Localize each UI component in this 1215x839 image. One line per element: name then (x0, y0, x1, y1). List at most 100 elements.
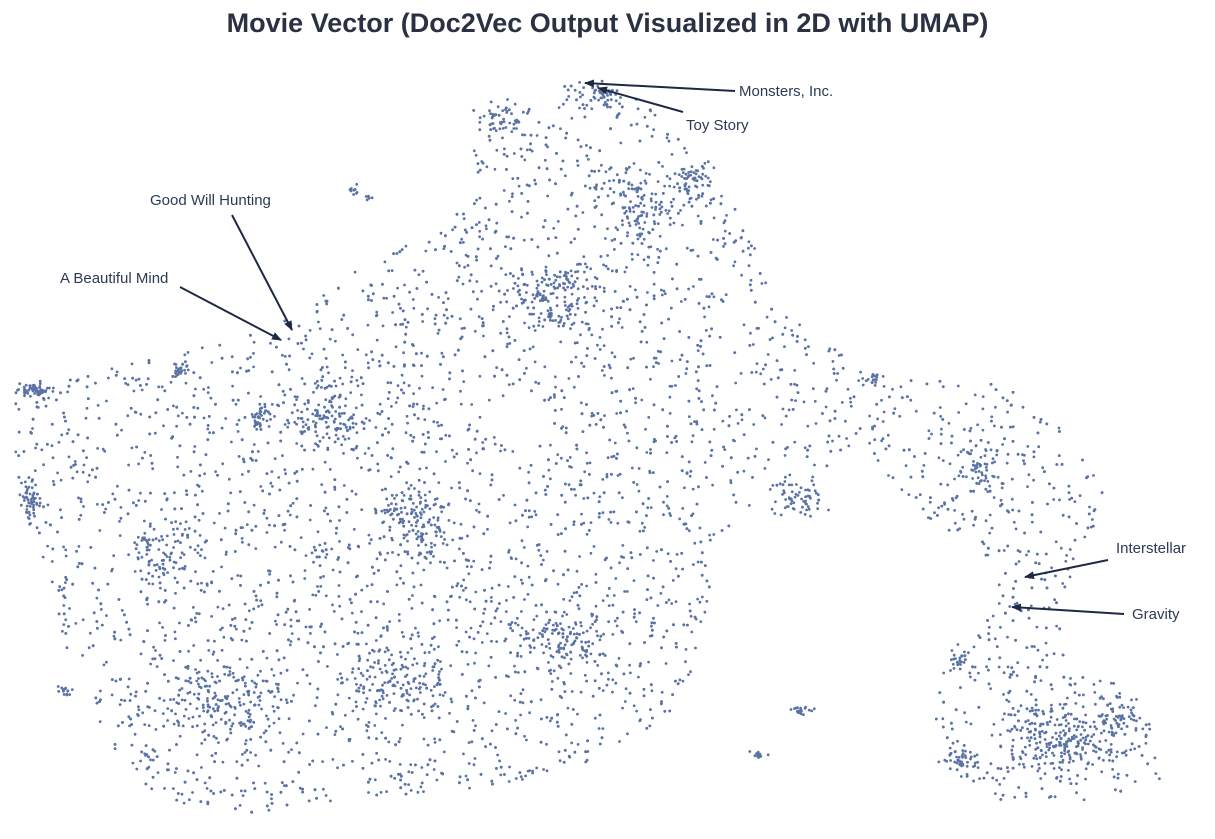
data-point (421, 682, 425, 686)
data-point (873, 438, 877, 442)
data-point (286, 418, 289, 422)
data-point (907, 493, 911, 496)
data-point (646, 588, 649, 591)
data-point (1130, 742, 1134, 746)
data-point (164, 599, 168, 602)
data-point (1008, 675, 1012, 679)
data-point (153, 431, 157, 435)
data-point (527, 509, 531, 513)
data-point (638, 529, 642, 533)
data-point (183, 780, 187, 784)
data-point (1052, 767, 1056, 770)
data-point (361, 753, 365, 756)
data-point (259, 735, 263, 739)
data-point (496, 607, 499, 610)
data-point (956, 384, 960, 388)
data-point (585, 758, 589, 762)
data-point (876, 459, 880, 462)
data-point (732, 493, 736, 497)
data-point (624, 687, 628, 691)
data-point (1054, 540, 1058, 544)
data-point (585, 679, 588, 683)
data-point (263, 402, 267, 406)
data-point (691, 487, 695, 491)
data-point (85, 456, 88, 459)
data-point (278, 731, 282, 735)
data-point (913, 455, 916, 458)
data-point (553, 375, 557, 379)
data-point (107, 376, 110, 380)
data-point (192, 644, 196, 647)
data-point (402, 391, 405, 395)
data-point (196, 406, 200, 410)
data-point (61, 629, 64, 633)
data-point (478, 472, 482, 475)
data-point (478, 679, 481, 682)
data-point (849, 396, 852, 400)
data-point (747, 504, 751, 507)
data-point (1010, 666, 1014, 670)
data-point (470, 403, 474, 406)
data-point (239, 366, 242, 370)
data-point (556, 513, 560, 516)
data-point (173, 630, 177, 634)
data-point (969, 426, 973, 430)
data-point (514, 557, 518, 561)
data-point (310, 551, 314, 555)
data-point (317, 660, 320, 663)
data-point (597, 515, 601, 519)
data-point (990, 415, 994, 419)
data-point (151, 538, 155, 542)
data-point (391, 311, 394, 314)
data-point (86, 436, 89, 440)
data-point (259, 395, 262, 398)
data-point (548, 618, 552, 622)
data-point (495, 767, 498, 770)
data-point (400, 248, 404, 252)
data-point (587, 529, 591, 532)
data-point (687, 287, 690, 291)
data-point (145, 753, 149, 756)
data-point (403, 363, 406, 367)
data-point (212, 521, 216, 525)
data-point (246, 357, 250, 361)
data-point (95, 596, 99, 600)
data-point (144, 689, 148, 693)
data-point (1055, 601, 1058, 605)
data-point (280, 781, 284, 784)
data-point (621, 706, 624, 710)
data-point (687, 673, 690, 676)
data-point (464, 598, 468, 602)
data-point (296, 342, 300, 345)
data-point (729, 481, 733, 485)
data-point (131, 376, 135, 380)
data-point (182, 586, 186, 590)
data-point (382, 296, 386, 300)
data-point (420, 601, 424, 605)
data-point (512, 152, 516, 155)
data-point (923, 452, 927, 455)
data-point (1067, 712, 1070, 716)
data-point (411, 298, 415, 301)
data-point (1045, 653, 1049, 657)
data-point (64, 618, 68, 622)
data-point (510, 195, 514, 199)
data-point (563, 690, 567, 693)
data-point (398, 772, 402, 776)
data-point (52, 480, 55, 483)
data-point (205, 582, 209, 586)
data-point (224, 553, 228, 556)
data-point (270, 797, 273, 801)
data-point (459, 522, 463, 526)
data-point (207, 649, 211, 652)
data-point (675, 262, 679, 266)
data-point (443, 398, 446, 401)
data-point (629, 357, 633, 361)
data-point (220, 356, 224, 360)
data-point (700, 428, 704, 431)
data-point (525, 366, 528, 370)
data-point (972, 779, 975, 783)
data-point (1091, 518, 1094, 521)
data-point (676, 682, 680, 686)
data-point (409, 789, 413, 792)
